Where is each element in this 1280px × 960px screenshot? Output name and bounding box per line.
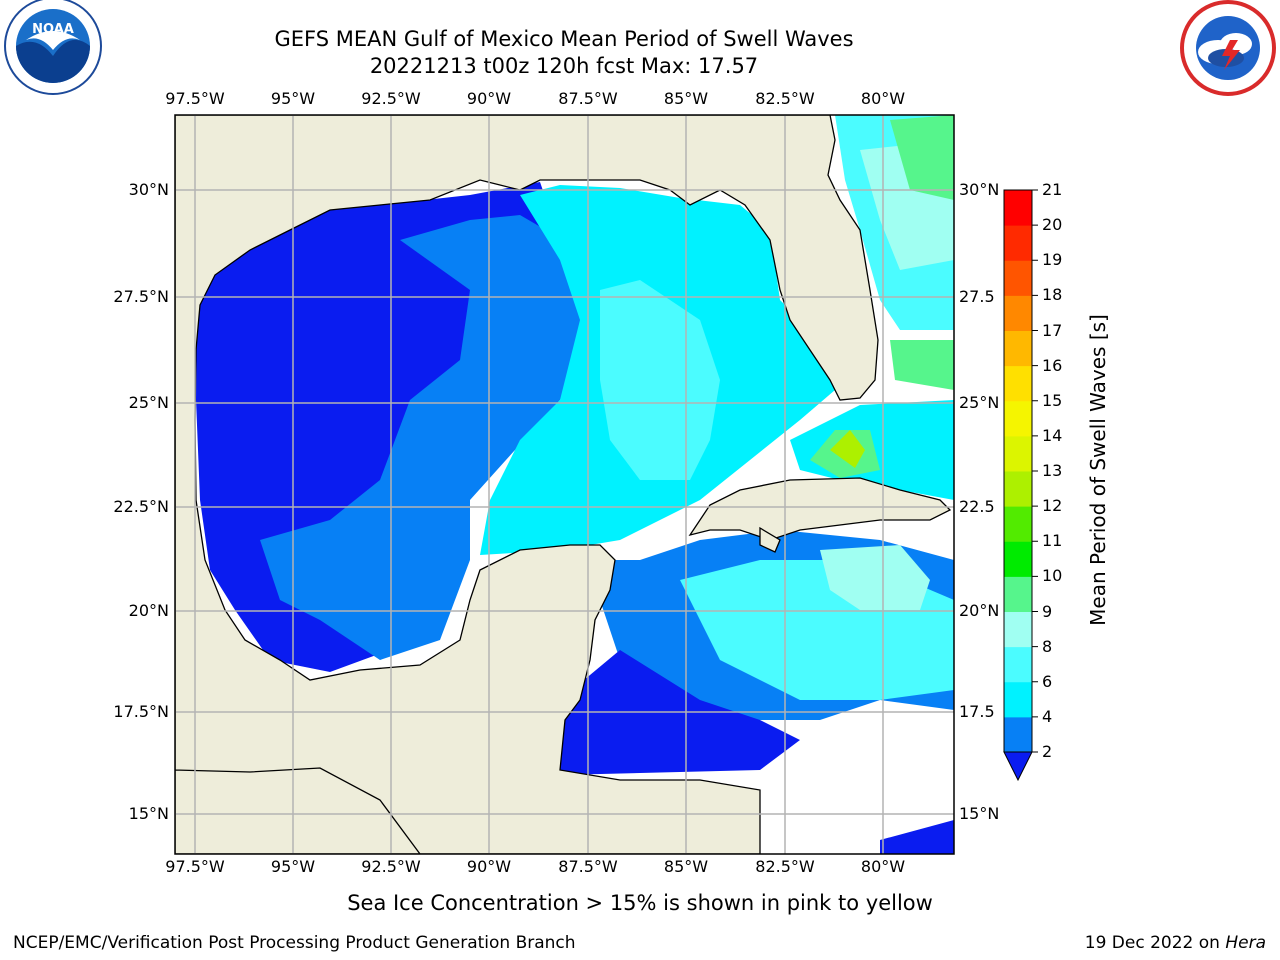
lat-label-left: 30°N [128,180,169,199]
colorbar-segment [1004,716,1032,753]
sea-ice-note-text: Sea Ice Concentration > 15% is shown in … [347,891,933,915]
lon-label-top: 97.5°W [165,89,225,108]
colorbar-tick-label: 17 [1042,320,1063,340]
colorbar-segment [1004,611,1032,648]
colorbar-segment [1004,190,1032,226]
lon-label-bottom: 95°W [270,857,316,876]
noaa-logo-text: NOAA [32,22,74,37]
lat-label-left: 22.5°N [113,497,169,516]
colorbar-segment [1004,646,1032,683]
colorbar-tick-label: 10 [1042,566,1063,586]
colorbar-extend-arrow [1003,751,1033,782]
colorbar-tick-label: 12 [1042,496,1063,516]
lat-label-right: 17.5 [959,702,995,721]
lon-label-top: 85°W [663,89,709,108]
lon-label-top: 80°W [860,89,906,108]
colorbar-tick-label: 14 [1042,425,1063,445]
lon-label-bottom: 80°W [860,857,906,876]
map-gridlines [175,115,954,854]
colorbar-tick-label: 16 [1042,355,1063,375]
footer-date-text: 19 Dec 2022 on [1084,933,1226,953]
colorbar-segment [1004,365,1032,402]
colorbar-tick-label: 11 [1042,531,1063,551]
lat-label-left: 20°N [128,601,169,620]
noaa-logo: NOAA [4,0,102,95]
lat-label-right: 20°N [959,601,1000,620]
lat-label-left: 17.5°N [113,702,169,721]
colorbar-segment [1004,260,1032,296]
colorbar-segment [1004,225,1032,261]
national-weather-service-logo [1180,0,1276,96]
colorbar-tick-label: 9 [1042,601,1053,621]
lat-label-right: 25°N [959,393,1000,412]
lon-label-top: 92.5°W [361,89,421,108]
lon-label-bottom: 92.5°W [361,857,421,876]
lon-label-bottom: 97.5°W [165,857,225,876]
lon-label-top: 90°W [466,89,512,108]
map-area [175,115,954,854]
lat-label-left: 27.5°N [113,287,169,306]
footer-credit: NCEP/EMC/Verification Post Processing Pr… [13,933,576,953]
lat-label-left: 15°N [128,804,169,823]
lat-label-right: 30°N [959,180,1000,199]
map-frame [174,114,955,855]
colorbar-tick-label: 4 [1042,706,1053,726]
lat-label-right: 22.5 [959,497,995,516]
lon-label-bottom: 87.5°W [558,857,618,876]
lon-label-bottom: 85°W [663,857,709,876]
colorbar-tick-label: 13 [1042,461,1063,480]
colorbar-tick-label: 20 [1042,215,1063,235]
colorbar-tick-label: 6 [1042,671,1053,691]
footer-date: 19 Dec 2022 on Hera [1085,933,1266,953]
title-line-2: 20221213 t00z 120h fcst Max: 17.57 [369,54,759,78]
lat-label-right: 27.5 [959,287,995,306]
colorbar-tick-label: 19 [1042,250,1063,270]
colorbar-segment [1004,435,1032,472]
lon-label-bottom: 82.5°W [755,857,815,876]
colorbar-segment [1004,681,1032,718]
colorbar-tick-label: 15 [1042,390,1063,410]
colorbar-segment [1004,506,1032,542]
colorbar-tick-label: 8 [1042,636,1053,656]
colorbar-segment [1004,330,1032,367]
title-line-1: GEFS MEAN Gulf of Mexico Mean Period of … [274,27,854,51]
colorbar-segment [1004,471,1032,507]
lon-label-bottom: 90°W [466,857,512,876]
colorbar-segment [1004,576,1032,612]
lon-label-top: 87.5°W [558,89,618,108]
lat-label-right: 15°N [959,804,1000,823]
lon-label-top: 95°W [270,89,316,108]
lon-label-top: 82.5°W [755,89,815,108]
colorbar-segment [1004,400,1032,437]
sea-ice-note: Sea Ice Concentration > 15% is shown in … [0,891,1280,915]
colorbar-tick-label: 21 [1042,180,1063,199]
land-masses [175,115,952,854]
colorbar [1003,189,1038,782]
colorbar-segment [1004,295,1032,331]
colorbar-segment [1004,541,1032,577]
colorbar-tick-label: 18 [1042,285,1063,305]
colorbar-label: Mean Period of Swell Waves [s] [1086,314,1110,626]
lat-label-left: 25°N [128,393,169,412]
colorbar-tick-label: 2 [1042,742,1053,761]
figure-title: GEFS MEAN Gulf of Mexico Mean Period of … [0,26,1128,80]
footer-host: Hera [1225,933,1266,953]
